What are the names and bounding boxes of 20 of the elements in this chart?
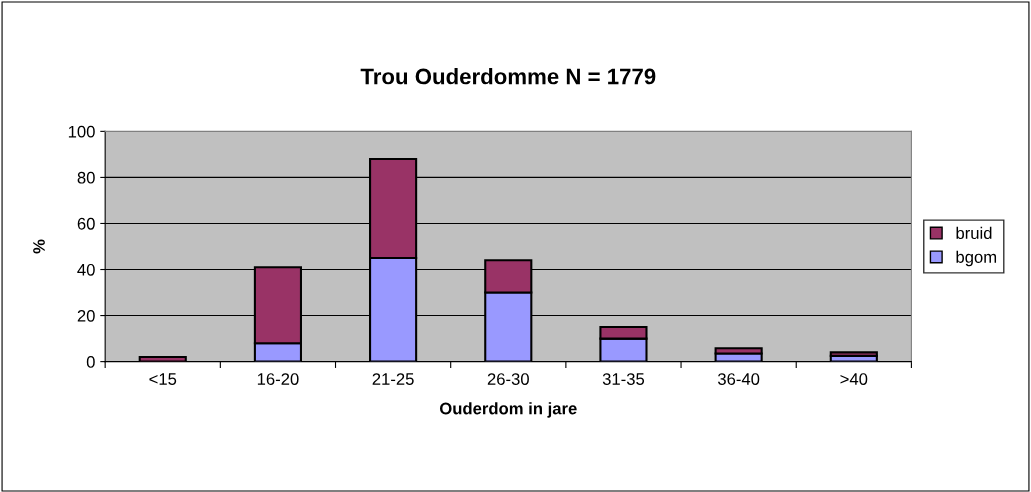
y-tick-label: 40	[77, 263, 95, 276]
y-tick-label: 100	[68, 125, 95, 138]
x-tick-label: 16-20	[257, 373, 299, 385]
bar	[138, 355, 187, 362]
x-tick-label: >40	[840, 373, 868, 385]
x-axis-title: Ouderdom in jare	[439, 402, 577, 418]
legend-label: bgom	[956, 250, 997, 267]
x-tick-label: 36-40	[717, 373, 760, 385]
y-tick-label: 80	[77, 171, 95, 184]
x-tick-label: 21-25	[372, 373, 414, 385]
chart-title: Trou Ouderdomme N = 1779	[360, 68, 656, 85]
y-tick-label: 0	[86, 356, 95, 368]
y-tick-label: 20	[77, 309, 95, 322]
bar	[829, 351, 878, 357]
x-tick-label: 31-35	[602, 373, 645, 385]
legend-label: bruid	[956, 226, 992, 240]
y-axis-title: %	[33, 239, 45, 254]
y-tick-label: 60	[77, 217, 95, 230]
x-tick-label: <15	[149, 373, 177, 385]
x-tick-label: 26-30	[487, 373, 529, 385]
